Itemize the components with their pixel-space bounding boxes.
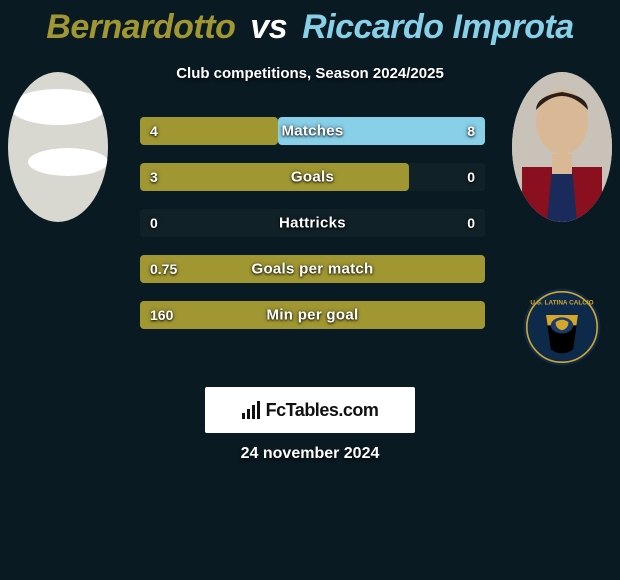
bar-left — [140, 117, 278, 145]
stat-value-left: 0 — [150, 215, 158, 231]
stat-value-left: 4 — [150, 123, 158, 139]
comparison-area: U.S. LATINA CALCIO 4 8 Matches 3 0 Goals 0 0 Hat… — [0, 117, 620, 347]
chart-icon — [242, 401, 260, 419]
stat-value-left: 3 — [150, 169, 158, 185]
stat-row: 0.75 Goals per match — [140, 255, 485, 283]
stat-row: 160 Min per goal — [140, 301, 485, 329]
stat-value-left: 160 — [150, 307, 173, 323]
subtitle: Club competitions, Season 2024/2025 — [0, 65, 620, 82]
stat-label: Goals per match — [251, 261, 373, 278]
branding-badge: FcTables.com — [205, 387, 415, 433]
stat-value-right: 8 — [467, 123, 475, 139]
player-photo-icon — [512, 72, 612, 222]
stat-value-left: 0.75 — [150, 261, 177, 277]
stats-bars: 4 8 Matches 3 0 Goals 0 0 Hattricks 0.75 Goals per… — [140, 117, 485, 347]
date-label: 24 november 2024 — [241, 445, 380, 463]
bar-left — [140, 163, 409, 191]
club-crest-icon: U.S. LATINA CALCIO — [512, 287, 612, 367]
stat-label: Min per goal — [267, 307, 359, 324]
stat-row: 0 0 Hattricks — [140, 209, 485, 237]
player-left-name: Bernardotto — [46, 8, 235, 46]
player-right-avatar — [512, 72, 612, 222]
branding-text: FcTables.com — [266, 400, 379, 421]
stat-row: 4 8 Matches — [140, 117, 485, 145]
stat-value-right: 0 — [467, 169, 475, 185]
stat-label: Matches — [281, 123, 343, 140]
stat-label: Hattricks — [279, 215, 346, 232]
player-right-name: Riccardo Improta — [302, 8, 574, 46]
club-right-badge: U.S. LATINA CALCIO — [512, 287, 612, 367]
stat-label: Goals — [291, 169, 334, 186]
vs-label: vs — [250, 8, 287, 46]
stat-row: 3 0 Goals — [140, 163, 485, 191]
svg-text:U.S. LATINA CALCIO: U.S. LATINA CALCIO — [530, 300, 593, 307]
stat-value-right: 0 — [467, 215, 475, 231]
page-title: Bernardotto vs Riccardo Improta — [0, 0, 620, 47]
avatar-placeholder-icon — [8, 72, 108, 222]
player-left-avatar — [8, 72, 108, 222]
